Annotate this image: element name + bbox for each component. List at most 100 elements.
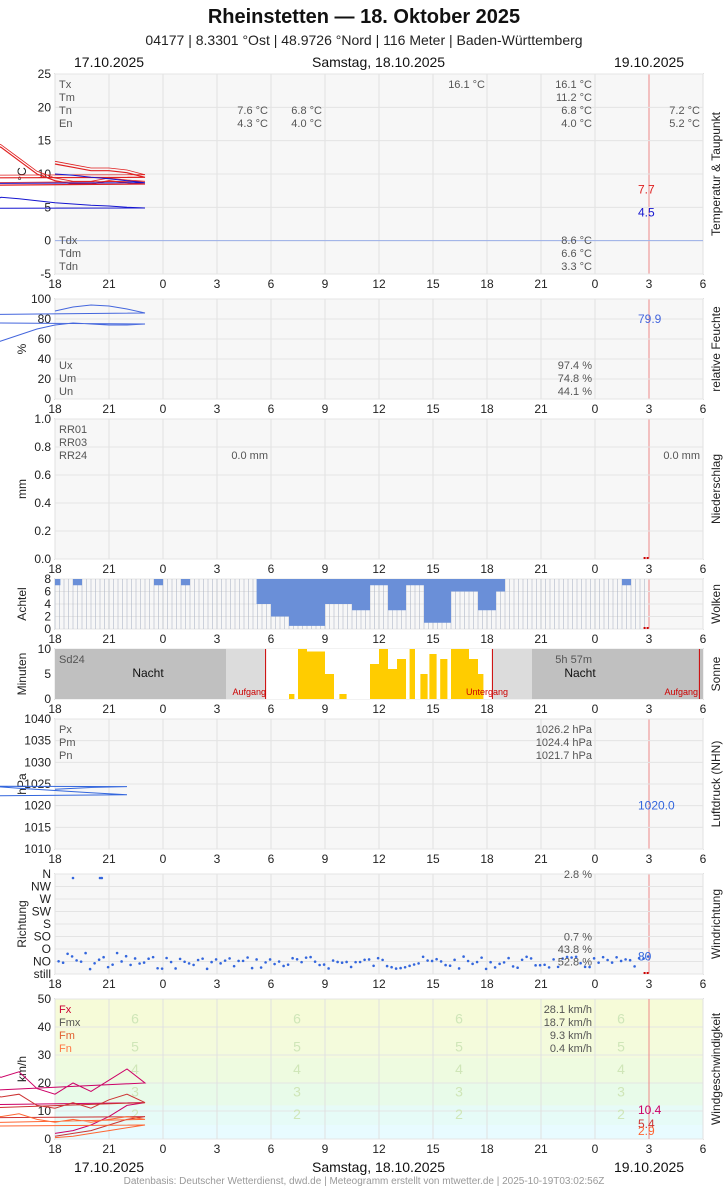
wind-dir-dot	[291, 956, 294, 960]
wind-dir-dot	[264, 961, 267, 964]
wind-dir-dot	[93, 961, 96, 965]
dewpoint-line	[0, 173, 146, 209]
wind-dir-dot	[201, 957, 204, 960]
wind-dir-dot	[349, 965, 353, 969]
wind-dir-dot	[381, 958, 384, 962]
wind-max-mean-line	[0, 1093, 146, 1137]
wind-stat-value: 9.3 km/h	[550, 1030, 592, 1042]
cloud-cover-bar	[352, 579, 370, 611]
y-tick-label: 0.8	[34, 440, 51, 454]
wind-dir-dot	[120, 960, 123, 963]
x-tick-label: 21	[534, 562, 548, 576]
wind-dir-dot	[498, 962, 501, 966]
x-tick-label: 3	[646, 977, 653, 991]
wind-dir-dot	[219, 962, 222, 965]
night-label: Nacht	[564, 666, 596, 680]
y-tick-label: 1030	[24, 755, 51, 769]
wind-dir-dot	[71, 876, 75, 880]
y-tick-label: 20	[38, 372, 52, 386]
wind-stat-name: Fm	[59, 1030, 75, 1042]
date-right-top: 19.10.2025	[614, 54, 685, 70]
direction-label: S	[43, 917, 51, 931]
date-center-bottom: Samstag, 18.10.2025	[312, 1159, 446, 1175]
wind-dir-dot	[300, 960, 303, 964]
y-tick-label: 50	[38, 992, 52, 1006]
wind-dir-dot	[597, 961, 600, 964]
wind-dir-dot	[151, 955, 155, 959]
x-tick-label: 12	[372, 277, 386, 291]
x-tick-label: 3	[646, 852, 653, 866]
y-tick-label: 5	[44, 200, 51, 214]
beaufort-label: 2	[617, 1106, 625, 1122]
x-tick-label: 18	[480, 562, 494, 576]
cloud-cover-bar	[325, 579, 352, 604]
wind-dir-dot	[88, 967, 92, 971]
x-tick-label: 18	[48, 632, 62, 646]
wind-dir-dot	[403, 965, 407, 969]
x-tick-label: 6	[700, 852, 707, 866]
humidity-stat-name: Un	[59, 386, 73, 398]
beaufort-label: 2	[293, 1106, 301, 1122]
x-tick-label: 3	[214, 1142, 221, 1156]
wind-dir-dot	[61, 961, 65, 965]
beaufort-label: 6	[455, 1011, 463, 1027]
wind-dir-dot	[70, 955, 74, 958]
x-tick-label: 9	[322, 632, 329, 646]
temp-stat-name: Tm	[59, 92, 75, 104]
y-tick-label: 80	[38, 312, 52, 326]
x-tick-label: 3	[646, 632, 653, 646]
x-tick-label: 18	[48, 1142, 62, 1156]
wind-dir-dot	[448, 964, 452, 968]
sunshine-bar	[469, 659, 478, 699]
wind-dir-dot	[538, 963, 542, 967]
wind-dir-dot	[97, 958, 101, 962]
x-tick-label: 21	[102, 852, 116, 866]
y-tick-label: 0	[44, 1132, 51, 1146]
x-tick-label: 21	[102, 562, 116, 576]
y-tick-label: 40	[38, 352, 52, 366]
y-tick-label: 15	[38, 134, 52, 148]
wind-dir-stat: 43.8 %	[558, 944, 592, 956]
temp-stat-value: 6.8 °C	[561, 105, 592, 117]
wind-dir-dot	[156, 966, 159, 970]
wind-dir-dot	[624, 958, 627, 961]
y-tick-label: -5	[40, 267, 51, 281]
wind-dir-dot	[547, 966, 551, 969]
beaufort-label: 3	[131, 1083, 139, 1099]
x-tick-label: 15	[426, 702, 440, 716]
wind-dir-dot	[75, 959, 78, 962]
wind-dir-dot	[453, 958, 456, 962]
pressure-stat-value: 1024.4 hPa	[536, 737, 593, 749]
wind-dir-dot	[160, 967, 164, 970]
wind-dir-dot	[511, 965, 515, 968]
sunshine-bar	[339, 694, 347, 699]
cloud-cover-bar	[451, 579, 478, 592]
panel-side-label: Windgeschwindigkeit	[709, 1012, 723, 1125]
beaufort-label: 3	[293, 1083, 301, 1099]
date-left-bottom: 17.10.2025	[74, 1159, 145, 1175]
x-tick-label: 6	[700, 402, 707, 416]
temperature-line-max	[0, 143, 146, 183]
x-tick-label: 15	[426, 402, 440, 416]
wind-dir-dot	[466, 959, 470, 963]
wind-dir-dot	[385, 964, 389, 968]
x-tick-label: 6	[268, 402, 275, 416]
wind-dir-dot	[493, 966, 497, 969]
beaufort-label: 4	[293, 1061, 301, 1077]
x-tick-label: 3	[214, 277, 221, 291]
x-tick-label: 12	[372, 977, 386, 991]
x-tick-label: 18	[480, 632, 494, 646]
wind-dir-dot	[250, 966, 254, 970]
wind-dir-dot	[340, 961, 344, 964]
dew-stat-value: 3.3 °C	[561, 261, 592, 273]
y-tick-label: 1010	[24, 842, 51, 856]
x-tick-label: 3	[214, 402, 221, 416]
sunshine-bar	[451, 649, 469, 699]
humidity-stat-value: 74.8 %	[558, 373, 592, 385]
x-tick-label: 9	[322, 702, 329, 716]
x-tick-label: 12	[372, 632, 386, 646]
y-tick-label: 1040	[24, 712, 51, 726]
temp-stat-mid: 4.0 °C	[291, 118, 322, 130]
y-axis-label: hPa	[15, 773, 29, 795]
sunshine-bar	[325, 674, 334, 699]
